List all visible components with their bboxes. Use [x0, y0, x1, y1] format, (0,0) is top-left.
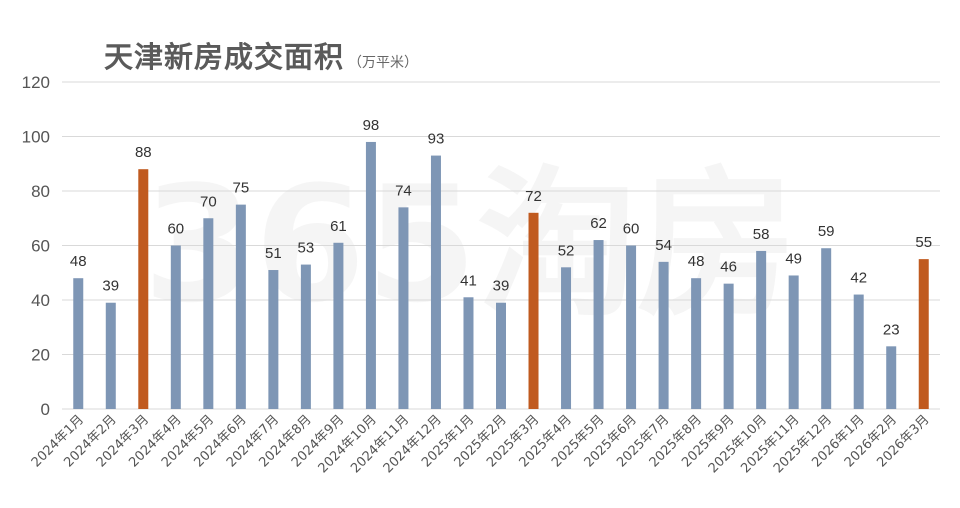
data-label: 53	[298, 240, 315, 257]
data-label: 60	[167, 221, 184, 238]
data-label: 46	[720, 259, 737, 276]
data-label: 74	[395, 182, 412, 199]
bar	[626, 245, 637, 409]
bar	[430, 155, 441, 409]
y-tick-label: 120	[22, 73, 50, 92]
bar	[723, 283, 734, 409]
bar	[593, 240, 604, 409]
data-label: 41	[460, 272, 477, 289]
bar	[463, 297, 474, 409]
bar	[756, 250, 767, 409]
data-label: 55	[915, 234, 932, 251]
data-label: 75	[233, 180, 250, 197]
bar	[73, 278, 84, 409]
data-label: 98	[363, 117, 380, 134]
bar	[691, 278, 702, 409]
bar	[170, 245, 181, 409]
data-label: 48	[70, 253, 87, 270]
bar	[365, 141, 376, 409]
y-tick-label: 0	[41, 400, 50, 419]
y-tick-label: 80	[31, 182, 50, 201]
data-label: 61	[330, 218, 347, 235]
y-tick-label: 20	[31, 346, 50, 365]
data-label: 51	[265, 245, 282, 262]
data-label: 54	[655, 237, 672, 254]
bar	[235, 204, 246, 409]
bar	[105, 302, 116, 409]
data-label: 49	[785, 250, 802, 267]
data-label: 72	[525, 188, 542, 205]
data-label: 39	[493, 278, 510, 295]
data-label: 42	[850, 270, 867, 287]
bar	[853, 294, 864, 409]
bar	[300, 264, 311, 409]
chart-title: 天津新房成交面积	[104, 40, 345, 74]
bar	[821, 248, 832, 409]
data-label: 59	[818, 223, 835, 240]
y-tick-label: 60	[31, 237, 50, 256]
bar	[918, 259, 929, 409]
bar	[268, 270, 279, 409]
y-tick-label: 40	[31, 291, 50, 310]
bar	[561, 267, 572, 409]
bar	[496, 302, 506, 409]
data-label: 70	[200, 193, 217, 210]
chart-unit: （万平米）	[348, 55, 419, 71]
data-label: 39	[102, 278, 119, 295]
data-label: 23	[883, 321, 900, 338]
data-label: 93	[428, 131, 445, 148]
bar	[528, 212, 539, 409]
data-label: 52	[558, 242, 575, 259]
bar	[203, 218, 214, 409]
data-labels: 48 39 88 60 70 75 51 53 61 98 74 93 41 39 72 52 62 60 54 48…	[70, 117, 932, 338]
chart-title-group: 天津新房成交面积 （万平米）	[104, 34, 418, 76]
bar	[398, 207, 409, 409]
bars	[73, 141, 929, 409]
bar	[886, 346, 897, 409]
bar	[788, 275, 799, 409]
data-label: 62	[590, 215, 607, 232]
bar	[138, 169, 149, 409]
data-label: 60	[623, 221, 640, 238]
bar	[658, 261, 669, 409]
x-axis: 2024年1月2024年2月2024年3月2024年4月2024年5月2024年…	[29, 412, 933, 476]
data-label: 58	[753, 226, 770, 243]
y-axis: 0 20 40 60 80 100 120	[22, 73, 50, 419]
data-label: 88	[135, 144, 152, 161]
data-label: 48	[688, 253, 705, 270]
bar	[333, 242, 344, 409]
y-tick-label: 100	[22, 128, 50, 147]
